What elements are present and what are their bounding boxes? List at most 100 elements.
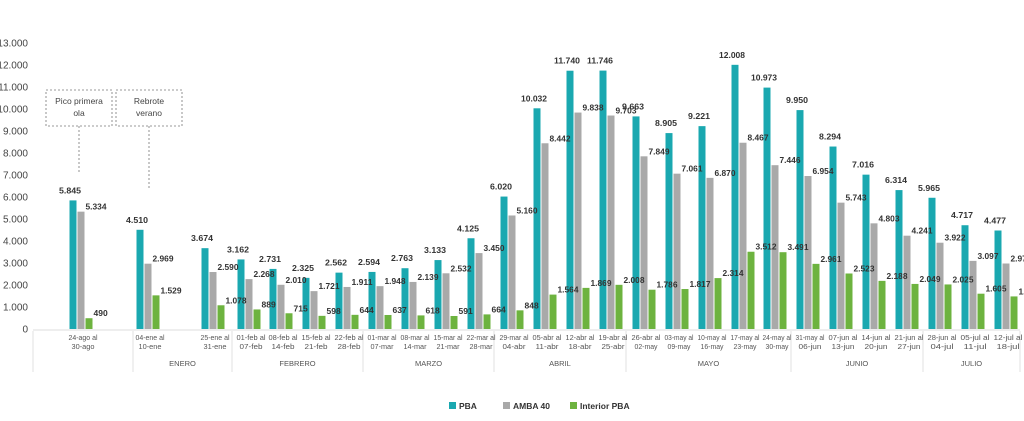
x-tick-label: 10-may al [698, 333, 727, 342]
bar-interior-pba [878, 280, 886, 329]
bar-interior-pba [714, 278, 722, 329]
bar-interior-pba [253, 309, 261, 329]
bar-amba-40 [409, 281, 417, 329]
bar-interior-pba [483, 314, 491, 329]
bar-amba-40 [640, 156, 648, 329]
bar-pba [796, 110, 804, 329]
bar-interior-pba [1010, 296, 1018, 329]
data-label: 4.125 [457, 223, 479, 233]
legend-label: PBA [459, 401, 477, 411]
data-label: 2.049 [920, 274, 941, 284]
x-tick-label: 14-jun al [862, 333, 891, 342]
annotation-box [45, 89, 113, 127]
month-label: MARZO [415, 359, 442, 368]
bar-amba-40 [607, 115, 615, 329]
x-tick-label: 04-ene al [136, 333, 165, 342]
bar-amba-40 [969, 260, 977, 329]
x-tick-label: 05-abr al [533, 333, 562, 342]
bar-interior-pba [681, 289, 689, 329]
bar-pba [69, 200, 77, 329]
data-label: 10.973 [751, 73, 777, 83]
y-tick-label: 9.000 [3, 127, 28, 138]
data-label: 618 [426, 305, 440, 315]
data-label: 644 [360, 305, 374, 315]
data-label: 1.605 [986, 284, 1007, 294]
bar-pba [302, 277, 310, 329]
data-label: 664 [492, 304, 506, 314]
x-tick-label: 17-may al [731, 333, 760, 342]
bar-amba-40 [739, 142, 747, 329]
data-label: 5.965 [918, 183, 940, 193]
data-label: 8.905 [655, 118, 677, 128]
x-tick-label: 04-abr [503, 342, 527, 351]
x-tick-label: 07-feb [240, 342, 263, 351]
data-label: 1.564 [558, 285, 579, 295]
data-label: 2.562 [325, 258, 347, 268]
annotation-text: ola [73, 108, 85, 118]
x-tick-label: 01-feb al [237, 333, 266, 342]
data-label: 1.078 [226, 295, 247, 305]
bar-interior-pba [549, 294, 557, 329]
y-tick-label: 10.000 [0, 105, 28, 116]
bar-pba [533, 108, 541, 330]
bar-interior-pba [384, 314, 392, 329]
data-label: 9.838 [583, 103, 604, 113]
data-label: 3.162 [227, 244, 249, 254]
data-label: 6.954 [813, 166, 834, 176]
bar-amba-40 [310, 291, 318, 329]
x-tick-label: 18-jul [997, 342, 1020, 351]
data-label: 2.008 [624, 275, 645, 285]
x-tick-label: 05-jul al [961, 333, 990, 342]
bar-pba [961, 225, 969, 329]
bar-pba [599, 70, 607, 329]
x-tick-label: 31-may al [796, 333, 825, 342]
data-label: 1.786 [657, 280, 678, 290]
x-tick-label: 30-may [766, 342, 789, 351]
x-tick-label: 31-ene [204, 342, 227, 351]
bar-interior-pba [417, 315, 425, 329]
y-tick-label: 1.000 [3, 303, 28, 314]
month-label: MAYO [698, 359, 720, 368]
bar-pba [401, 268, 409, 329]
x-tick-label: 09-may [668, 342, 691, 351]
y-tick-label: 11.000 [0, 83, 28, 94]
x-tick-label: 28-jun al [928, 333, 957, 342]
data-label: 2.763 [391, 253, 413, 263]
x-tick-label: 29-mar al [500, 333, 529, 342]
data-label: 3.674 [191, 233, 213, 243]
bar-amba-40 [804, 176, 812, 329]
x-tick-label: 12-jul al [994, 333, 1023, 342]
bar-amba-40 [771, 165, 779, 329]
data-label: 2.314 [723, 268, 744, 278]
x-tick-label: 20-jun [865, 342, 888, 351]
x-tick-label: 23-may [734, 342, 757, 351]
annotation-text: verano [136, 108, 162, 118]
bar-amba-40 [144, 263, 152, 329]
data-label: 3.133 [424, 245, 446, 255]
bar-pba [368, 271, 376, 329]
x-tick-label: 16-may [701, 342, 724, 351]
x-tick-label: 26-abr al [632, 333, 661, 342]
x-tick-label: 14-mar [404, 342, 427, 351]
y-tick-label: 8.000 [3, 149, 28, 160]
bar-pba [335, 272, 343, 329]
month-label: ABRIL [549, 359, 571, 368]
bar-pba [994, 230, 1002, 329]
x-tick-label: 19-abr al [599, 333, 628, 342]
bar-interior-pba [217, 305, 225, 329]
y-tick-label: 3.000 [3, 259, 28, 270]
bar-amba-40 [442, 273, 450, 329]
y-tick-label: 13.000 [0, 39, 28, 50]
data-label: 2.188 [887, 271, 908, 281]
bar-amba-40 [209, 272, 217, 329]
data-label: 10.032 [521, 93, 547, 103]
data-label: 8.467 [748, 133, 769, 143]
bar-interior-pba [977, 293, 985, 329]
bar-pba [632, 116, 640, 329]
x-tick-label: 12-abr al [566, 333, 595, 342]
x-tick-label: 28-feb [338, 342, 361, 351]
legend-swatch [503, 402, 510, 409]
legend-swatch [570, 402, 577, 409]
data-label: 4.717 [951, 210, 973, 220]
